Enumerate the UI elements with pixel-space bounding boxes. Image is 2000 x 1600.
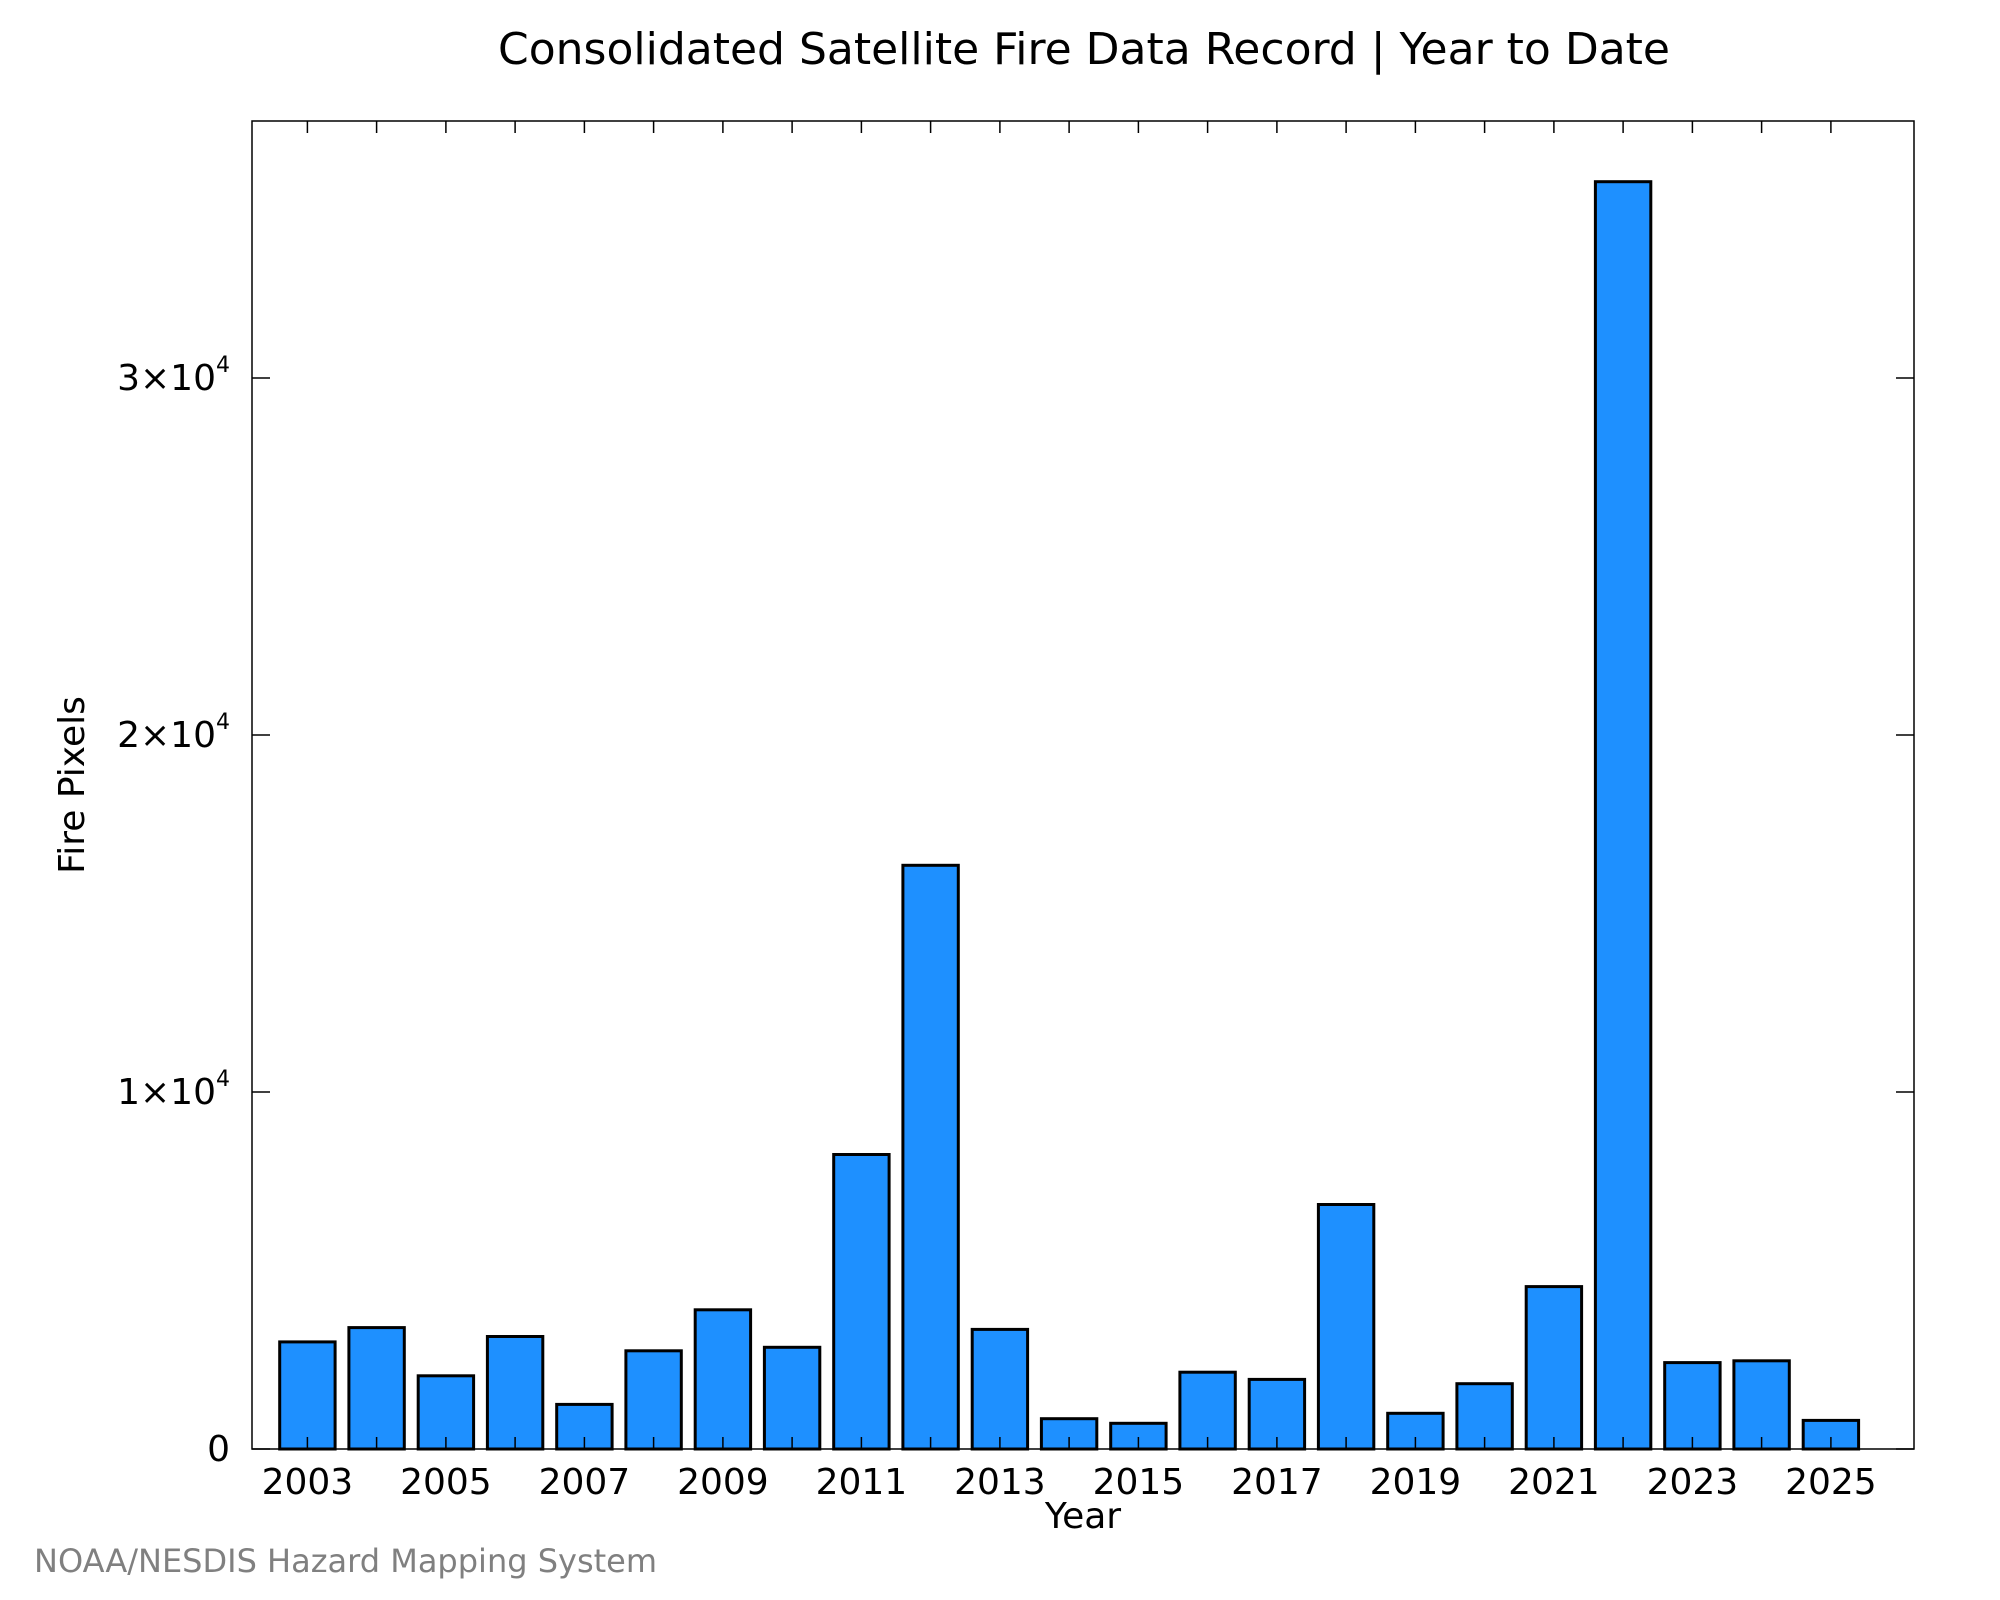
bars (278, 180, 1861, 1451)
x-tick-label-2003: 2003 (262, 1462, 354, 1503)
bar-2008 (624, 1349, 683, 1451)
bar-2021 (1524, 1285, 1584, 1451)
x-tick-label-2005: 2005 (400, 1462, 492, 1503)
bar-2004 (347, 1326, 406, 1451)
x-tick-label-2013: 2013 (954, 1462, 1046, 1503)
plot-frame (251, 120, 1915, 1450)
x-tick-label-2025: 2025 (1785, 1462, 1877, 1503)
bar-2024 (1732, 1359, 1791, 1451)
x-tick-label-2017: 2017 (1231, 1462, 1323, 1503)
bar-2022 (1593, 180, 1653, 1451)
y-tick-label-30000: 3×104 (117, 353, 230, 399)
x-tick-label-2011: 2011 (816, 1462, 908, 1503)
x-tick-label-2023: 2023 (1647, 1462, 1739, 1503)
x-tick-label-2021: 2021 (1508, 1462, 1600, 1503)
x-tick-label-2009: 2009 (677, 1462, 769, 1503)
y-tick-label-0: 0 (207, 1429, 230, 1470)
x-axis-label: Year (1044, 1496, 1121, 1537)
y-tick-label-20000: 2×104 (117, 710, 230, 756)
source-credit: NOAA/NESDIS Hazard Mapping System (34, 1542, 657, 1580)
bar-2006 (485, 1335, 545, 1451)
y-tick-label-10000: 1×104 (117, 1067, 230, 1113)
bar-2009 (693, 1308, 753, 1451)
bar-2023 (1663, 1361, 1722, 1451)
x-tick-label-2007: 2007 (539, 1462, 631, 1503)
y-axis-ticks: 0 1×104 2×104 3×104 (117, 353, 1914, 1470)
bar-2010 (762, 1345, 822, 1451)
bar-2003 (278, 1340, 337, 1451)
bar-2013 (970, 1327, 1030, 1451)
x-axis-ticks: 2003 2005 2007 2009 2011 2013 2015 2017 2019 2021… (262, 121, 1877, 1503)
bar-2018 (1316, 1203, 1376, 1451)
bar-2011 (832, 1153, 891, 1451)
y-axis-label: Fire Pixels (52, 696, 93, 874)
bar-2012 (901, 863, 960, 1451)
x-tick-label-2019: 2019 (1370, 1462, 1462, 1503)
chart-title: Consolidated Satellite Fire Data Record … (498, 24, 1670, 75)
x-tick-label-2015: 2015 (1093, 1462, 1185, 1503)
